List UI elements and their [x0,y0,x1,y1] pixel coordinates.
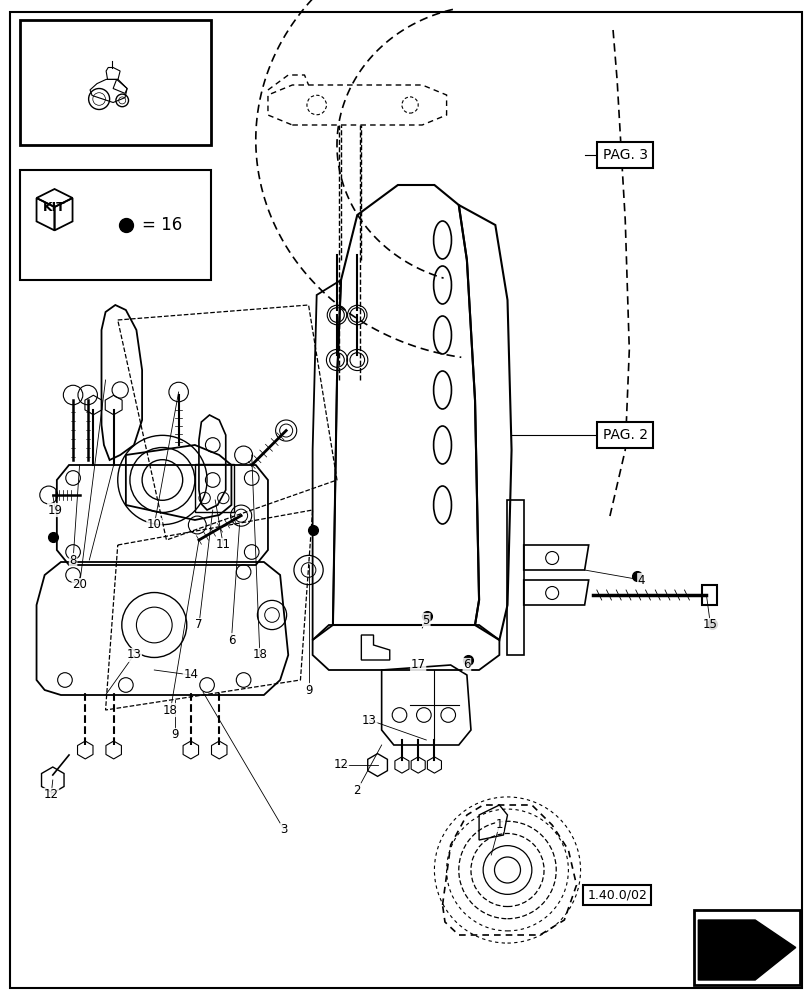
Text: 12: 12 [44,788,58,801]
Text: 14: 14 [183,668,198,682]
Text: PAG. 2: PAG. 2 [602,428,647,442]
Text: 6: 6 [462,658,470,672]
Text: 15: 15 [702,618,717,632]
Bar [702,585,716,605]
Text: 11: 11 [216,538,230,552]
Text: 9: 9 [170,728,178,741]
Text: 12: 12 [333,758,348,772]
Text: 9: 9 [304,684,312,696]
Text: 5: 5 [422,613,430,626]
Text: 8: 8 [69,554,77,566]
Text: 18: 18 [163,704,178,716]
Text: 6: 6 [227,634,235,646]
Bar [20,20,211,145]
Text: 10: 10 [147,518,161,532]
Text: 13: 13 [127,648,141,662]
Text: 1.40.0/02: 1.40.0/02 [586,888,646,902]
Text: KIT: KIT [43,201,66,214]
Text: PAG. 3: PAG. 3 [602,148,647,162]
Text: 3: 3 [280,823,288,836]
Polygon shape [697,920,795,980]
Bar [195,464,234,512]
Text: 18: 18 [252,648,267,662]
Text: 20: 20 [72,578,87,591]
Bar [20,170,211,280]
Bar [693,910,799,985]
Text: 4: 4 [637,574,645,586]
Text: 7: 7 [195,618,203,632]
Text: 2: 2 [353,784,361,796]
Text: 13: 13 [362,713,376,726]
Text: = 16: = 16 [142,216,182,234]
Text: 17: 17 [410,658,425,672]
Text: 19: 19 [48,504,62,516]
Text: 1: 1 [495,818,503,831]
